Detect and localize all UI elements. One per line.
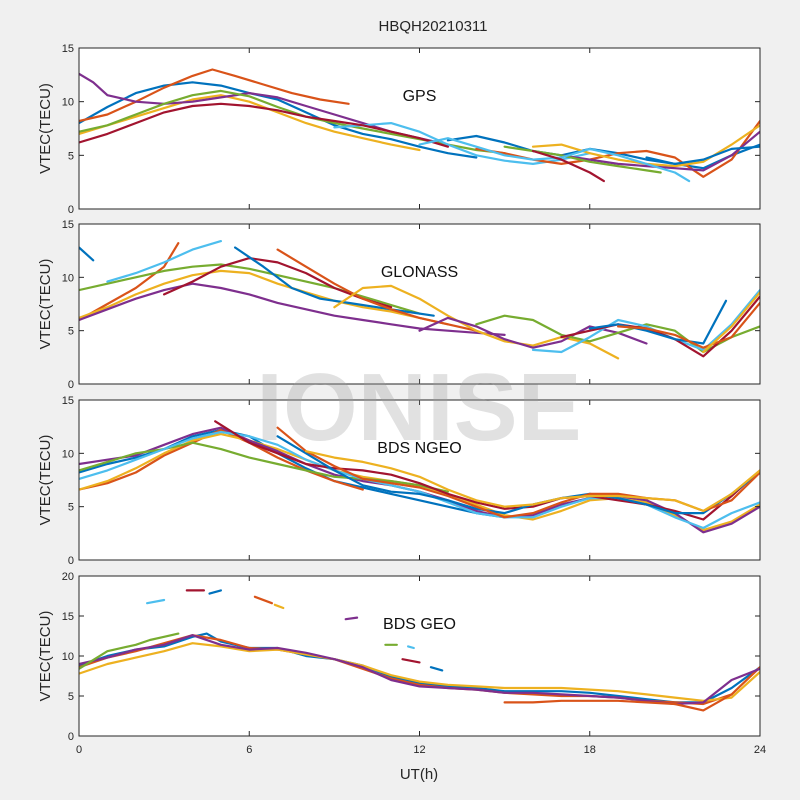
series-line [276, 435, 760, 515]
series-line [531, 289, 760, 354]
series-line [418, 316, 648, 349]
y-tick-label: 15 [62, 43, 74, 55]
series-line [79, 428, 364, 491]
series-line [617, 301, 760, 349]
series-group [79, 589, 760, 712]
series-line [79, 68, 350, 123]
y-tick-label: 5 [68, 150, 74, 162]
series-line [407, 645, 415, 650]
series-line [588, 299, 728, 345]
y-tick-label: 10 [62, 272, 74, 284]
y-tick-label: 0 [68, 555, 74, 567]
subplot-3: 0 5 10 15 20 0 6 12 18 24 VTEC(TECU) BDS GEO [37, 571, 766, 756]
series-line [702, 291, 760, 354]
series-line [253, 595, 273, 605]
series-line [531, 149, 605, 183]
y-tick-label: 5 [68, 502, 74, 514]
x-tick-label: 12 [413, 744, 425, 756]
x-tick-label: 24 [754, 744, 766, 756]
plot-area [79, 576, 760, 736]
subplot-1: 0 5 10 15 VTEC(TECU) GLONASS [37, 219, 761, 391]
series-line [146, 598, 166, 605]
series-group [79, 240, 760, 360]
figure-title: HBQH20210311 [379, 18, 488, 35]
y-axis-label: VTEC(TECU) [37, 83, 54, 174]
y-tick-label: 0 [68, 204, 74, 216]
series-line [79, 81, 478, 159]
series-line [79, 246, 95, 262]
watermark: IONISE [256, 354, 581, 461]
y-tick-label: 0 [68, 731, 74, 743]
plot-area [79, 48, 760, 209]
series-group [79, 68, 760, 183]
x-axis-label: UT(h) [400, 766, 438, 783]
subplot-annotation: GLONASS [381, 264, 458, 281]
y-axis-label: VTEC(TECU) [37, 435, 54, 526]
series-line [79, 242, 180, 322]
series-line [503, 693, 733, 712]
subplot-annotation: GPS [403, 88, 437, 105]
series-group [79, 420, 760, 534]
y-axis-label: VTEC(TECU) [37, 611, 54, 702]
subplots: 0 5 10 15 VTEC(TECU) GPS 0 5 10 15 VTEC(TECU) GLONA… [37, 43, 766, 756]
y-tick-label: 10 [62, 651, 74, 663]
series-line [645, 145, 760, 165]
x-tick-label: 18 [584, 744, 596, 756]
series-line [79, 441, 449, 493]
y-tick-label: 15 [62, 219, 74, 231]
series-line [401, 658, 421, 664]
subplot-annotation: BDS NGEO [377, 440, 461, 457]
series-line [429, 666, 444, 672]
y-tick-label: 20 [62, 571, 74, 583]
series-line [276, 248, 478, 332]
series-line [79, 632, 180, 670]
series-line [79, 94, 421, 152]
y-tick-label: 15 [62, 611, 74, 623]
y-tick-label: 10 [62, 448, 74, 460]
y-tick-label: 10 [62, 97, 74, 109]
y-tick-label: 15 [62, 395, 74, 407]
x-tick-label: 0 [76, 744, 82, 756]
series-line [234, 246, 435, 317]
series-line [333, 284, 620, 360]
y-axis-label: VTEC(TECU) [37, 259, 54, 350]
subplot-0: 0 5 10 15 VTEC(TECU) GPS [37, 43, 761, 216]
subplot-annotation: BDS GEO [383, 616, 456, 633]
y-tick-label: 0 [68, 379, 74, 391]
series-line [208, 589, 222, 595]
series-line [79, 642, 760, 702]
series-line [344, 616, 359, 621]
series-line [214, 420, 760, 521]
series-line [304, 450, 760, 512]
plot-area [79, 400, 760, 560]
series-line [106, 240, 222, 283]
subplot-2: 0 5 10 15 VTEC(TECU) BDS NGEO [37, 395, 761, 567]
y-tick-label: 5 [68, 691, 74, 703]
series-line [79, 263, 421, 315]
series-line [79, 269, 449, 326]
series-line [79, 102, 449, 148]
x-tick-label: 6 [246, 744, 252, 756]
y-tick-label: 5 [68, 326, 74, 338]
series-line [79, 634, 760, 706]
series-line [79, 282, 506, 336]
series-line [418, 137, 691, 183]
series-line [273, 603, 285, 610]
